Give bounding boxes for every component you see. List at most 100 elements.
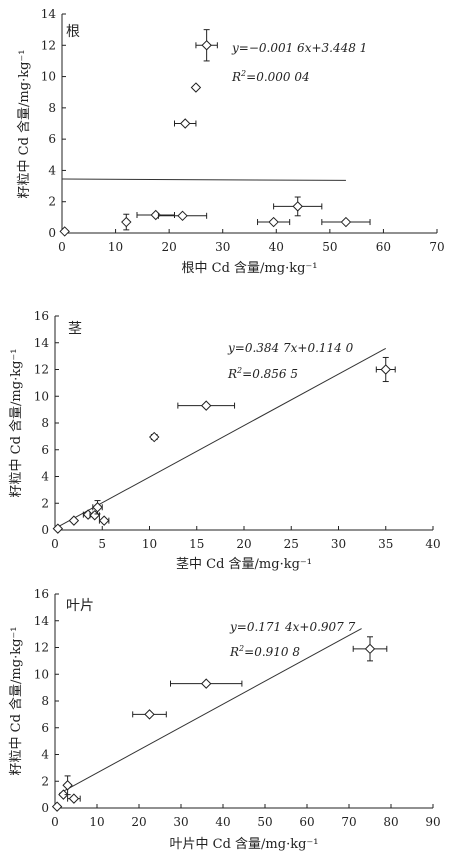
r-squared-exponent: 2 — [236, 366, 242, 375]
r-squared-exponent: 2 — [240, 69, 246, 78]
y-axis-label: 籽粒中 Cd 含量/mg·kg⁻¹ — [16, 50, 32, 199]
data-point-group — [195, 29, 218, 62]
y-tick-label: 4 — [48, 163, 56, 177]
x-tick-label: 60 — [299, 815, 314, 829]
data-point-group — [121, 213, 132, 231]
regression-line — [54, 347, 386, 529]
data-point-group — [157, 210, 208, 222]
regression-equation: y=−0.001 6x+3.448 1 — [231, 41, 367, 55]
y-tick-label: 2 — [48, 195, 56, 209]
data-point-group — [174, 118, 197, 129]
x-tick-label: 20 — [236, 537, 251, 551]
x-tick-label: 0 — [58, 240, 66, 254]
data-point-group — [98, 515, 110, 526]
data-point — [51, 801, 63, 812]
data-point-group — [58, 789, 69, 800]
data-point — [144, 709, 155, 720]
r-squared: R2=0.000 04 — [231, 69, 310, 84]
x-tick-label: 50 — [322, 240, 337, 254]
x-axis-label: 叶片中 Cd 含量/mg·kg⁻¹ — [170, 836, 319, 852]
data-point-group — [67, 793, 81, 804]
r-squared-value: =0.910 8 — [244, 645, 300, 659]
data-point — [364, 643, 376, 655]
data-point-group — [62, 775, 73, 796]
r-squared: R2=0.910 8 — [229, 644, 300, 659]
data-point-group — [273, 196, 323, 217]
y-tick-label: 16 — [34, 587, 49, 601]
data-point-group — [59, 226, 70, 237]
regression-line — [58, 628, 362, 795]
x-tick-label: 60 — [376, 240, 391, 254]
data-point-group — [51, 801, 63, 812]
y-tick-label: 4 — [41, 470, 49, 484]
y-tick-label: 12 — [34, 363, 49, 377]
data-point-group — [68, 515, 80, 526]
data-point-group — [52, 523, 64, 534]
r-squared-value: =0.000 04 — [246, 70, 310, 84]
x-tick-label: 80 — [383, 815, 398, 829]
x-tick-label: 0 — [51, 537, 59, 551]
y-tick-label: 14 — [34, 336, 50, 350]
y-tick-label: 12 — [41, 38, 56, 52]
y-tick-label: 12 — [34, 641, 49, 655]
data-point — [52, 523, 64, 534]
data-point-group — [136, 209, 175, 221]
x-tick-label: 5 — [98, 537, 106, 551]
y-tick-label: 6 — [48, 132, 56, 146]
x-tick-label: 40 — [269, 240, 284, 254]
y-tick-label: 2 — [41, 774, 49, 788]
x-tick-label: 30 — [215, 240, 230, 254]
x-tick-label: 20 — [131, 815, 146, 829]
data-point — [68, 793, 80, 804]
y-tick-label: 8 — [48, 101, 56, 115]
regression-equation: y=0.384 7x+0.114 0 — [227, 341, 354, 355]
x-axis-label: 茎中 Cd 含量/mg·kg⁻¹ — [176, 556, 312, 572]
data-point — [180, 118, 191, 129]
panel-label: 茎 — [68, 321, 82, 337]
y-tick-label: 10 — [34, 389, 49, 403]
x-tick-label: 70 — [341, 815, 356, 829]
x-tick-label: 70 — [429, 240, 444, 254]
data-point — [58, 789, 69, 800]
chart-panel-2: 0 5 10 15 20 25 30 35 40 0 2 4 6 8 10 12 14 16 茎中 Cd 含量/mg… — [8, 309, 441, 572]
x-axis-label: 根中 Cd 含量/mg·kg⁻¹ — [182, 260, 318, 276]
x-tick-label: 90 — [425, 815, 440, 829]
data-point — [98, 515, 110, 526]
data-point-group — [177, 400, 236, 411]
x-tick-label: 0 — [51, 815, 59, 829]
y-tick-label: 6 — [41, 443, 49, 457]
y-tick-label: 4 — [41, 748, 49, 762]
chart-panel-3: 0 10 20 30 40 50 60 70 80 90 0 2 4 6 8 10 12 14 16 叶片中 Cd 含… — [8, 587, 441, 852]
chart-panel-1: 0 10 20 30 40 50 60 70 0 2 4 6 8 10 12 14 根中 Cd 含量/mg·kg… — [16, 7, 445, 276]
r-squared-symbol: R — [231, 70, 241, 84]
x-tick-label: 50 — [257, 815, 272, 829]
data-point — [62, 780, 73, 791]
y-tick-label: 8 — [41, 416, 49, 430]
y-tick-label: 14 — [34, 614, 50, 628]
data-point — [268, 216, 279, 228]
x-tick-label: 40 — [215, 815, 230, 829]
data-point — [340, 216, 352, 228]
data-point — [200, 678, 212, 689]
y-tick-label: 2 — [41, 496, 49, 510]
regression-equation: y=0.171 4x+0.907 7 — [229, 620, 356, 634]
x-tick-label: 10 — [108, 240, 123, 254]
x-tick-label: 10 — [89, 815, 104, 829]
panel-label: 根 — [66, 24, 80, 40]
data-point — [177, 210, 188, 222]
x-tick-label: 20 — [162, 240, 177, 254]
y-tick-label: 0 — [48, 226, 56, 240]
data-point-group — [257, 216, 291, 228]
y-tick-label: 0 — [41, 523, 49, 537]
x-tick-label: 30 — [173, 815, 188, 829]
y-tick-label: 10 — [34, 667, 49, 681]
data-point-group — [375, 356, 396, 383]
x-tick-label: 15 — [189, 537, 204, 551]
data-point-group — [149, 431, 160, 443]
y-tick-label: 6 — [41, 721, 49, 735]
data-point-group — [190, 82, 202, 93]
data-point — [68, 515, 80, 526]
r-squared-symbol: R — [229, 645, 239, 659]
data-point-group — [352, 636, 388, 662]
